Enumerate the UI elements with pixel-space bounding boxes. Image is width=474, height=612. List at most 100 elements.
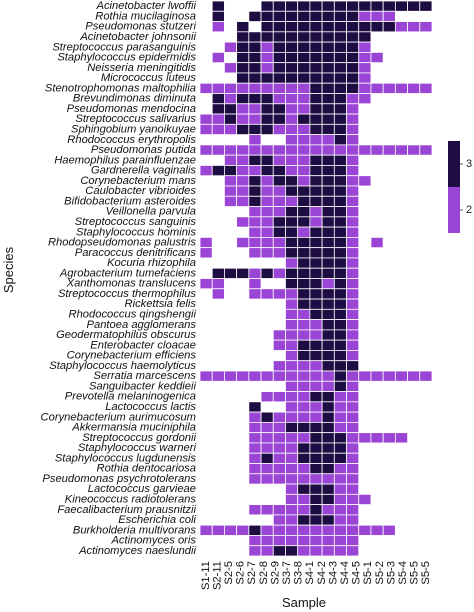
heatmap-cell (333, 257, 347, 269)
heatmap-cell (346, 165, 360, 177)
heatmap-cell (260, 216, 274, 228)
species-label: Paracoccus denitrificans (75, 247, 197, 259)
heatmap-cell (321, 21, 335, 33)
heatmap-cell (321, 288, 335, 300)
heatmap-cell (321, 10, 335, 22)
heatmap-cell (321, 144, 335, 156)
heatmap-cell (272, 370, 286, 382)
heatmap-cell (260, 504, 274, 516)
heatmap-cell (309, 0, 323, 12)
heatmap-cell (333, 103, 347, 115)
heatmap-cell (297, 236, 311, 249)
heatmap-cell (236, 175, 250, 187)
heatmap-cell (346, 298, 360, 310)
species-label: Pseudomonas putida (91, 144, 196, 156)
heatmap-cell (333, 226, 347, 238)
sample-label: S4-1 (304, 561, 316, 585)
heatmap-cell (370, 370, 384, 382)
heatmap-cell (309, 319, 323, 331)
heatmap-cell (346, 401, 360, 413)
heatmap-cell (211, 165, 225, 177)
heatmap-cell (260, 226, 274, 238)
heatmap-cell (236, 195, 250, 207)
heatmap-cell (224, 267, 238, 279)
heatmap-cell (321, 452, 335, 464)
heatmap-cell (309, 154, 323, 166)
heatmap-cell (346, 10, 360, 22)
heatmap-cell (346, 72, 360, 84)
heatmap-cell (248, 103, 262, 115)
heatmap-cell (211, 370, 225, 382)
sample-label: S4-5 (351, 561, 363, 585)
legend-swatch (448, 141, 460, 187)
heatmap-cell (346, 370, 360, 382)
heatmap-cell (285, 380, 299, 392)
heatmap-cell (285, 51, 299, 64)
heatmap-cell (285, 10, 299, 22)
species-label: Pantoea agglomerans (87, 319, 197, 331)
heatmap-cell (309, 380, 323, 392)
heatmap-cell (260, 411, 274, 423)
heatmap-cell (333, 134, 347, 146)
heatmap-cell (321, 82, 335, 94)
heatmap-cell (248, 216, 262, 228)
heatmap-cell (285, 257, 299, 269)
heatmap-cell (236, 82, 250, 94)
heatmap-cell (285, 370, 299, 382)
heatmap-cell (260, 370, 274, 382)
heatmap-cell (297, 535, 311, 547)
species-label: Acinetobacter lwoffii (96, 0, 197, 12)
heatmap-cell (333, 62, 347, 74)
species-label: Staphylococcus epidermidis (57, 52, 196, 64)
heatmap-cell (321, 535, 335, 547)
heatmap-cell (333, 113, 347, 125)
heatmap-cell (321, 247, 335, 259)
heatmap-cell (309, 442, 323, 454)
heatmap-cell (272, 535, 286, 547)
heatmap-cell (285, 524, 299, 536)
heatmap-cell (297, 473, 311, 485)
heatmap-cell (236, 103, 250, 115)
heatmap-cell (321, 41, 335, 53)
heatmap-cell (285, 226, 299, 238)
heatmap-cell (272, 226, 286, 238)
heatmap-cell (285, 432, 299, 444)
species-label: Rhodococcus erythropolis (67, 134, 196, 146)
heatmap-cell (358, 175, 372, 187)
heatmap-cell (419, 21, 433, 33)
heatmap-cell (333, 51, 347, 64)
heatmap-cell (346, 391, 360, 403)
heatmap-cell (236, 370, 250, 382)
species-label: Staphylococcus warneri (78, 442, 197, 454)
heatmap-cell (346, 103, 360, 115)
heatmap-cell (309, 134, 323, 146)
species-label: Akkermansia muciniphila (71, 422, 196, 434)
heatmap-cell (236, 51, 250, 64)
heatmap-cell (272, 288, 286, 300)
heatmap-cell (346, 339, 360, 351)
heatmap-cell (333, 514, 347, 526)
heatmap-cell (272, 144, 286, 156)
heatmap-cell (321, 113, 335, 125)
species-label: Rhodococcus qingshengii (69, 308, 197, 320)
heatmap-cell (346, 421, 360, 434)
heatmap-cell (346, 123, 360, 136)
heatmap-cell (358, 370, 372, 382)
heatmap-cell (309, 514, 323, 526)
heatmap-cell (333, 41, 347, 53)
heatmap-cell (285, 473, 299, 485)
sample-label: S2-5 (223, 561, 235, 585)
heatmap-cell (297, 31, 311, 43)
heatmap-cell (224, 82, 238, 94)
heatmap-cell (309, 62, 323, 74)
heatmap-cell (236, 165, 250, 177)
species-label: Bifidobacterium asteroides (64, 195, 196, 207)
heatmap-cell (199, 113, 213, 125)
heatmap-cell (260, 247, 274, 259)
heatmap-cell (309, 391, 323, 403)
heatmap-cell (394, 144, 408, 156)
heatmap-cell (358, 72, 372, 84)
heatmap-cell (285, 504, 299, 516)
heatmap-cell (346, 41, 360, 53)
heatmap-cell (211, 10, 225, 22)
